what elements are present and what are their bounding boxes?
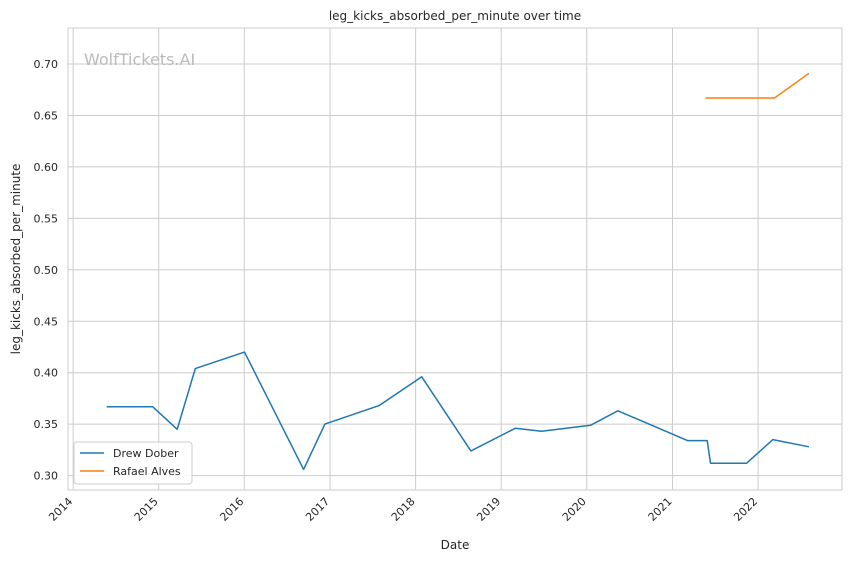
y-tick-label: 0.45 [34, 315, 59, 328]
x-tick-label: 2015 [132, 495, 161, 524]
y-tick-label: 0.70 [34, 58, 59, 71]
y-tick-label: 0.30 [34, 470, 59, 483]
series-layer [106, 72, 810, 471]
plot-area [67, 27, 843, 491]
x-axis-label: Date [441, 538, 470, 552]
watermark: WolfTickets.AI [84, 50, 195, 69]
y-axis-ticks: 0.30 0.35 0.40 0.45 0.50 0.55 0.60 0.65 0.70 [34, 58, 59, 483]
legend: Drew Dober Rafael Alves [73, 441, 193, 485]
y-tick-label: 0.60 [34, 161, 59, 174]
y-tick-label: 0.55 [34, 212, 59, 225]
y-grid [68, 63, 842, 477]
x-tick-label: 2020 [560, 495, 589, 524]
y-tick-label: 0.65 [34, 109, 59, 122]
x-tick-label: 2016 [217, 495, 246, 524]
y-tick-label: 0.50 [34, 264, 59, 277]
series-line-rafael-alves [705, 72, 810, 99]
chart-title: leg_kicks_absorbed_per_minute over time [329, 9, 581, 23]
x-tick-label: 2022 [731, 495, 760, 524]
y-tick-label: 0.35 [34, 418, 59, 431]
x-tick-label: 2014 [46, 495, 75, 524]
x-tick-label: 2017 [303, 495, 332, 524]
x-tick-label: 2021 [646, 495, 675, 524]
y-axis-label: leg_kicks_absorbed_per_minute [9, 164, 23, 355]
x-axis-ticks: 2014 2015 2016 2017 2018 2019 2020 2021 2022 [46, 495, 760, 524]
x-tick-label: 2019 [474, 495, 503, 524]
legend-label-rafael-alves: Rafael Alves [113, 465, 181, 478]
series-line-drew-dober [106, 351, 810, 471]
y-tick-label: 0.40 [34, 367, 59, 380]
x-grid [72, 28, 759, 490]
legend-label-drew-dober: Drew Dober [113, 447, 179, 460]
x-tick-label: 2018 [389, 495, 418, 524]
